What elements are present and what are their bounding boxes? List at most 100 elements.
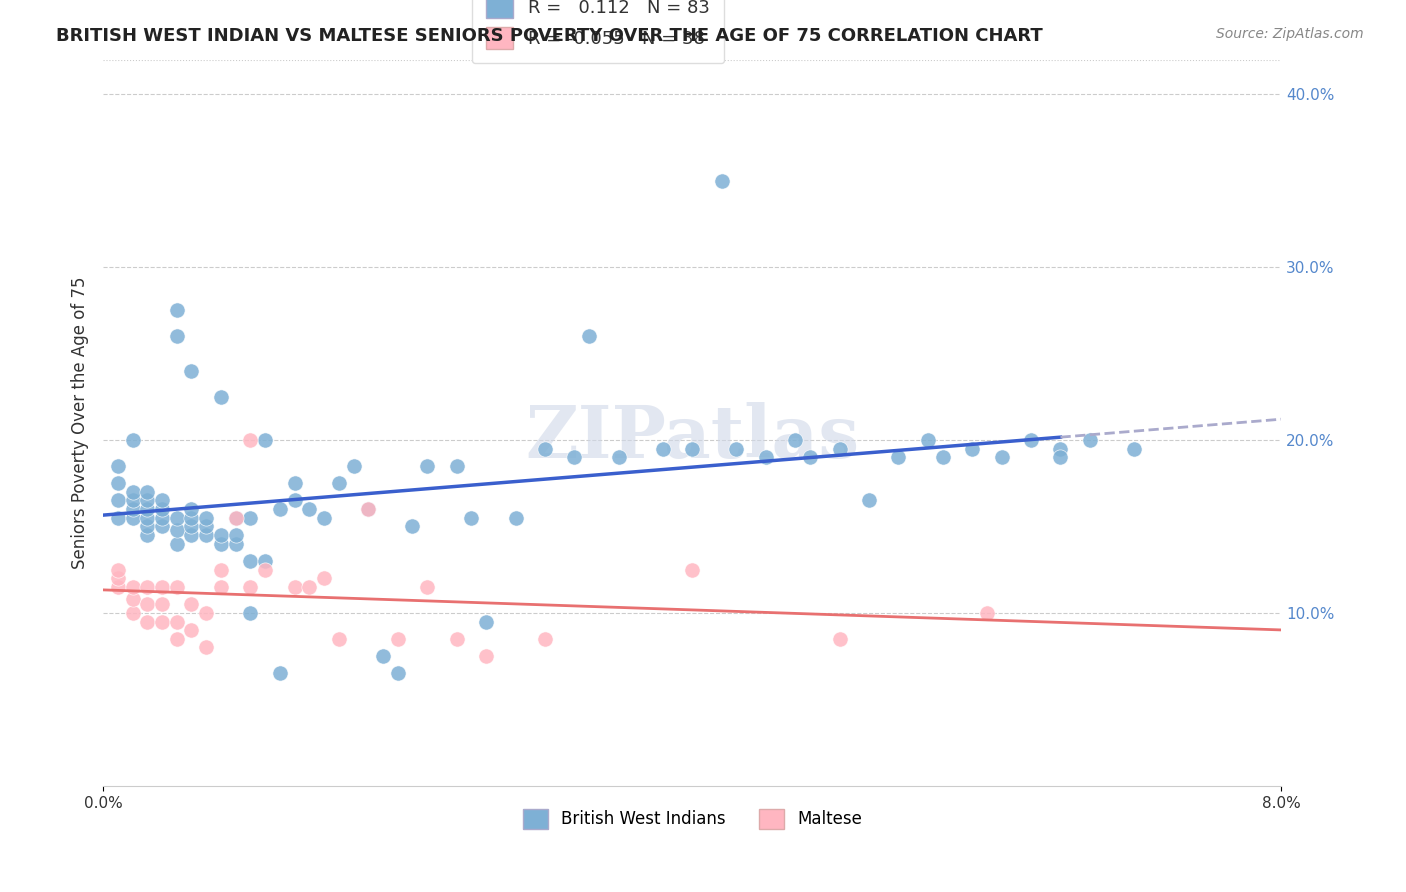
Point — [166, 510, 188, 524]
Point — [828, 632, 851, 646]
Point — [371, 649, 394, 664]
Point — [136, 484, 159, 499]
Point — [180, 519, 202, 533]
Point — [107, 493, 129, 508]
Point — [534, 632, 557, 646]
Point — [225, 510, 247, 524]
Point — [976, 606, 998, 620]
Point — [180, 364, 202, 378]
Point — [195, 640, 218, 655]
Point — [328, 476, 350, 491]
Point — [225, 510, 247, 524]
Point — [1078, 433, 1101, 447]
Point — [121, 510, 143, 524]
Point — [121, 592, 143, 607]
Point — [195, 606, 218, 620]
Point — [446, 458, 468, 473]
Point — [150, 580, 173, 594]
Point — [195, 519, 218, 533]
Point — [121, 493, 143, 508]
Point — [166, 329, 188, 343]
Text: ZIPatlas: ZIPatlas — [526, 401, 859, 473]
Text: BRITISH WEST INDIAN VS MALTESE SENIORS POVERTY OVER THE AGE OF 75 CORRELATION CH: BRITISH WEST INDIAN VS MALTESE SENIORS P… — [56, 27, 1043, 45]
Point — [209, 580, 232, 594]
Point — [180, 502, 202, 516]
Point — [239, 554, 262, 568]
Point — [166, 632, 188, 646]
Point — [416, 580, 439, 594]
Point — [284, 493, 307, 508]
Point — [136, 510, 159, 524]
Point — [180, 623, 202, 637]
Point — [254, 563, 277, 577]
Text: Source: ZipAtlas.com: Source: ZipAtlas.com — [1216, 27, 1364, 41]
Point — [121, 484, 143, 499]
Point — [136, 502, 159, 516]
Point — [1123, 442, 1146, 456]
Point — [1049, 442, 1071, 456]
Point — [195, 510, 218, 524]
Point — [681, 563, 703, 577]
Point — [960, 442, 983, 456]
Point — [121, 580, 143, 594]
Point — [150, 510, 173, 524]
Point — [357, 502, 380, 516]
Point — [858, 493, 880, 508]
Point — [1019, 433, 1042, 447]
Point — [607, 450, 630, 465]
Point — [209, 537, 232, 551]
Point — [785, 433, 807, 447]
Point — [239, 606, 262, 620]
Point — [180, 528, 202, 542]
Point — [239, 580, 262, 594]
Point — [150, 493, 173, 508]
Point — [150, 597, 173, 611]
Point — [1049, 450, 1071, 465]
Point — [136, 580, 159, 594]
Point — [150, 519, 173, 533]
Point — [917, 433, 939, 447]
Point — [710, 174, 733, 188]
Point — [387, 632, 409, 646]
Legend: British West Indians, Maltese: British West Indians, Maltese — [516, 802, 869, 836]
Point — [121, 433, 143, 447]
Point — [651, 442, 673, 456]
Point — [107, 580, 129, 594]
Point — [150, 502, 173, 516]
Point — [284, 580, 307, 594]
Point — [298, 502, 321, 516]
Point — [107, 571, 129, 585]
Point — [342, 458, 364, 473]
Point — [298, 580, 321, 594]
Point — [180, 597, 202, 611]
Point — [107, 476, 129, 491]
Point — [166, 537, 188, 551]
Point — [990, 450, 1012, 465]
Point — [578, 329, 600, 343]
Point — [328, 632, 350, 646]
Point — [254, 433, 277, 447]
Point — [475, 615, 498, 629]
Point — [387, 666, 409, 681]
Point — [401, 519, 423, 533]
Point — [239, 510, 262, 524]
Point — [225, 537, 247, 551]
Point — [136, 493, 159, 508]
Point — [136, 615, 159, 629]
Point — [475, 649, 498, 664]
Point — [239, 433, 262, 447]
Y-axis label: Seniors Poverty Over the Age of 75: Seniors Poverty Over the Age of 75 — [72, 277, 89, 569]
Point — [121, 606, 143, 620]
Point — [416, 458, 439, 473]
Point — [209, 563, 232, 577]
Point — [505, 510, 527, 524]
Point — [887, 450, 910, 465]
Point — [755, 450, 778, 465]
Point — [269, 502, 291, 516]
Point — [195, 528, 218, 542]
Point — [284, 476, 307, 491]
Point — [107, 458, 129, 473]
Point — [136, 528, 159, 542]
Point — [180, 510, 202, 524]
Point — [166, 303, 188, 318]
